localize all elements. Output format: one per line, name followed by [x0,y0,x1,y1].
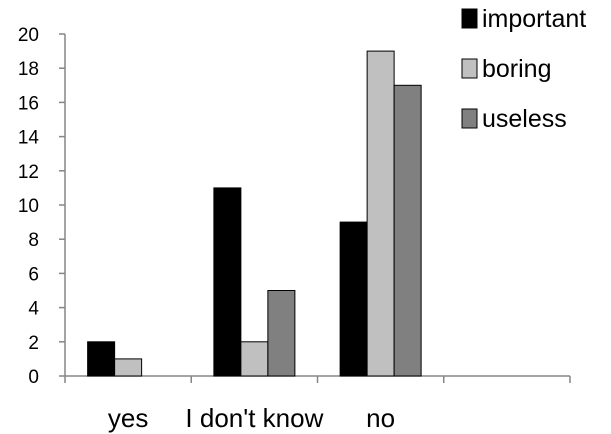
y-tick-label: 18 [18,59,39,80]
legend: important boring useless [461,5,586,133]
legend-label-useless: useless [482,105,567,133]
y-tick-label: 10 [18,196,39,217]
legend-label-boring: boring [482,55,552,83]
bar-boring-no [366,50,395,377]
y-tick-label: 16 [18,93,39,114]
x-category-label: I don't know [185,403,323,433]
bar-important-no [339,221,368,377]
y-tick-label: 4 [28,299,39,320]
y-axis: 0 2 4 6 8 10 12 14 16 18 20 [18,25,66,388]
x-axis [64,375,571,383]
legend-swatch-boring [461,58,478,79]
y-tick-label: 2 [28,333,39,354]
bar-useless-i-don-t-know [267,290,296,377]
x-category-label: no [366,403,395,433]
bar-boring-i-don-t-know [240,341,269,377]
legend-swatch-useless [461,108,478,129]
legend-label-important: important [482,5,586,33]
y-tick-label: 20 [18,25,39,46]
legend-swatch-important [461,8,478,29]
y-tick-label: 14 [18,128,40,149]
bar-important-i-don-t-know [213,187,242,377]
y-tick-label: 12 [18,162,39,183]
y-tick-label: 8 [28,230,39,251]
bar-boring-yes [114,358,143,377]
y-tick-label: 0 [28,367,39,388]
x-category-label: yes [108,403,148,433]
bars [87,50,422,377]
category-labels: yes I don't know no [108,403,395,433]
bar-important-yes [87,341,116,377]
bar-useless-no [393,84,422,377]
y-tick-label: 6 [28,264,39,285]
